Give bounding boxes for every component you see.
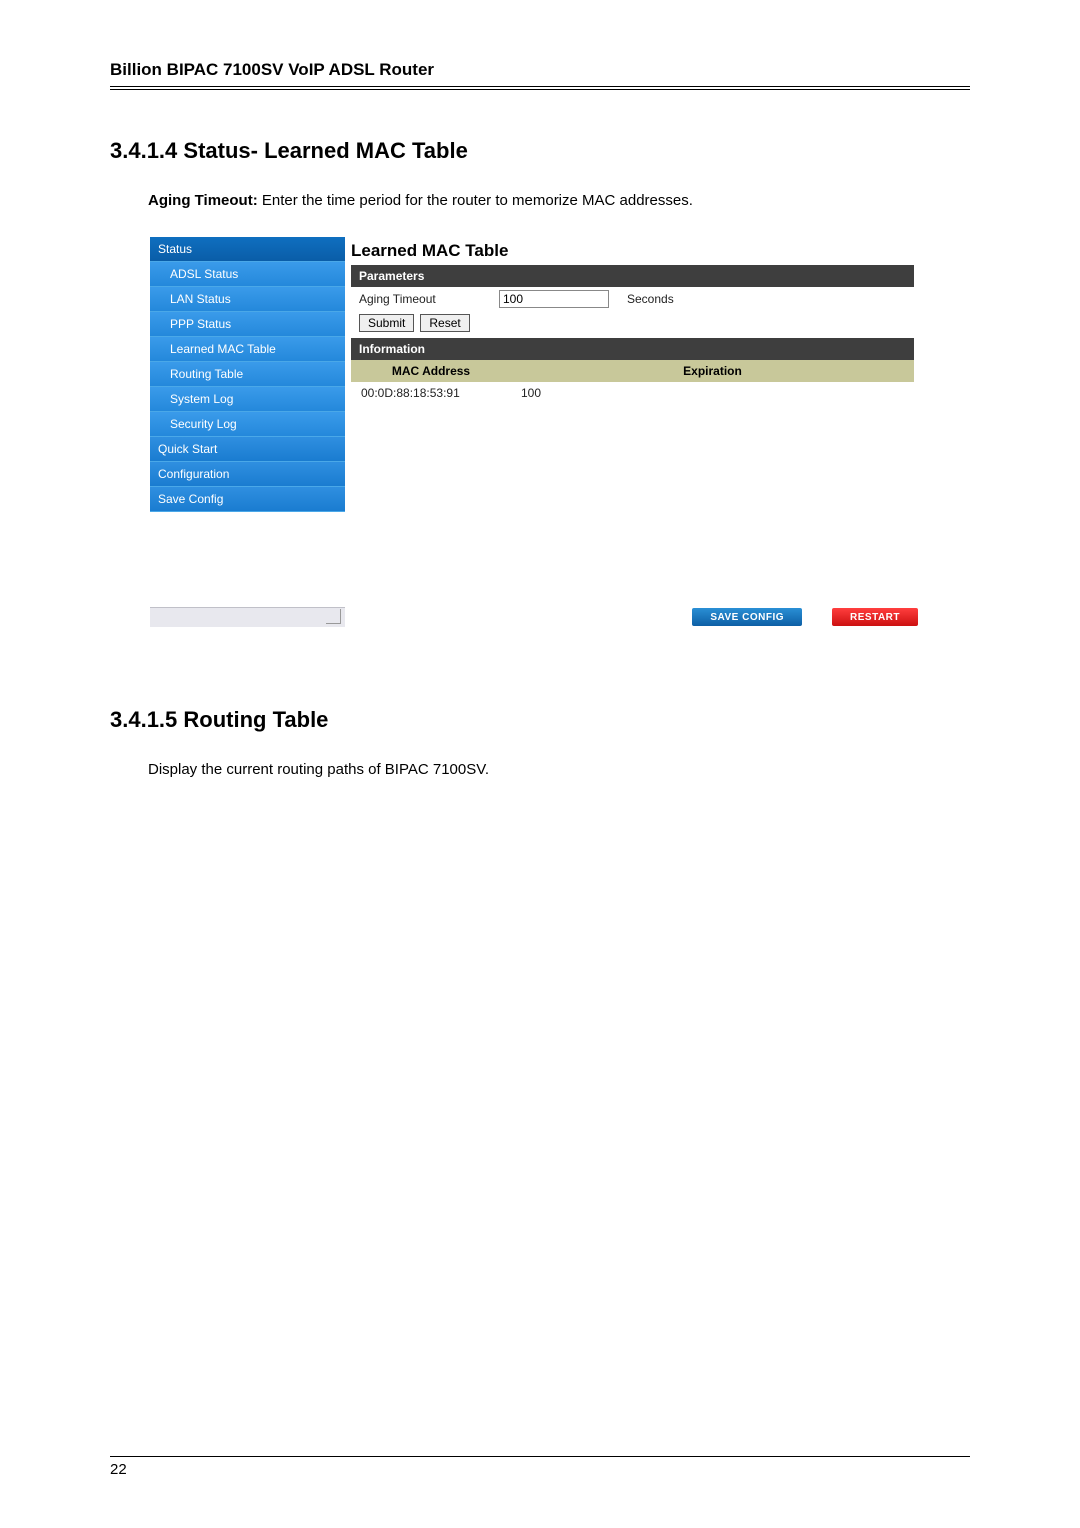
aging-timeout-input[interactable] (499, 290, 609, 308)
page-footer: 22 (110, 1456, 970, 1478)
router-bottom-bar: SAVE CONFIG RESTART (150, 607, 920, 627)
sidebar-item-ppp-status[interactable]: PPP Status (150, 312, 345, 337)
aging-timeout-unit: Seconds (627, 292, 674, 306)
sidebar-item-adsl-status[interactable]: ADSL Status (150, 262, 345, 287)
section-body-mac-table: Aging Timeout: Enter the time period for… (110, 192, 970, 209)
mac-table-col-mac: MAC Address (351, 360, 511, 382)
submit-button[interactable]: Submit (359, 314, 414, 332)
sidebar-item-learned-mac-table[interactable]: Learned MAC Table (150, 337, 345, 362)
expiration-cell: 100 (511, 382, 914, 404)
footer-button-area: SAVE CONFIG RESTART (345, 607, 920, 627)
sidebar-item-system-log[interactable]: System Log (150, 387, 345, 412)
button-row: Submit Reset (351, 311, 914, 338)
aging-timeout-label-bold: Aging Timeout: (148, 192, 258, 209)
mac-table: MAC Address Expiration 00:0D:88:18:53:91… (351, 360, 914, 404)
aging-timeout-desc: Enter the time period for the router to … (258, 192, 693, 209)
content-area: Learned MAC Table Parameters Aging Timeo… (345, 237, 920, 607)
parameters-header: Parameters (351, 265, 914, 287)
router-ui-screenshot: StatusADSL StatusLAN StatusPPP StatusLea… (150, 237, 920, 627)
sidebar: StatusADSL StatusLAN StatusPPP StatusLea… (150, 237, 345, 607)
mac-table-col-expiration: Expiration (511, 360, 914, 382)
mac-address-cell: 00:0D:88:18:53:91 (351, 382, 511, 404)
table-row: 00:0D:88:18:53:91100 (351, 382, 914, 404)
sidebar-item-save-config[interactable]: Save Config (150, 487, 345, 512)
section-heading-mac-table: 3.4.1.4 Status- Learned MAC Table (110, 138, 970, 164)
sidebar-item-lan-status[interactable]: LAN Status (150, 287, 345, 312)
sidebar-item-routing-table[interactable]: Routing Table (150, 362, 345, 387)
restart-button[interactable]: RESTART (832, 608, 918, 626)
information-header: Information (351, 338, 914, 360)
section-body-routing-table: Display the current routing paths of BIP… (110, 761, 970, 778)
param-row-aging-timeout: Aging Timeout Seconds (351, 287, 914, 311)
page-number: 22 (110, 1461, 127, 1478)
aging-timeout-label: Aging Timeout (359, 292, 499, 306)
sidebar-item-status[interactable]: Status (150, 237, 345, 262)
section-heading-routing-table: 3.4.1.5 Routing Table (110, 707, 970, 733)
save-config-button[interactable]: SAVE CONFIG (692, 608, 802, 626)
sidebar-scroll-corner (150, 607, 345, 627)
sidebar-item-quick-start[interactable]: Quick Start (150, 437, 345, 462)
document-header: Billion BIPAC 7100SV VoIP ADSL Router (110, 60, 970, 90)
sidebar-item-configuration[interactable]: Configuration (150, 462, 345, 487)
sidebar-item-security-log[interactable]: Security Log (150, 412, 345, 437)
content-title: Learned MAC Table (351, 241, 914, 261)
reset-button[interactable]: Reset (420, 314, 469, 332)
